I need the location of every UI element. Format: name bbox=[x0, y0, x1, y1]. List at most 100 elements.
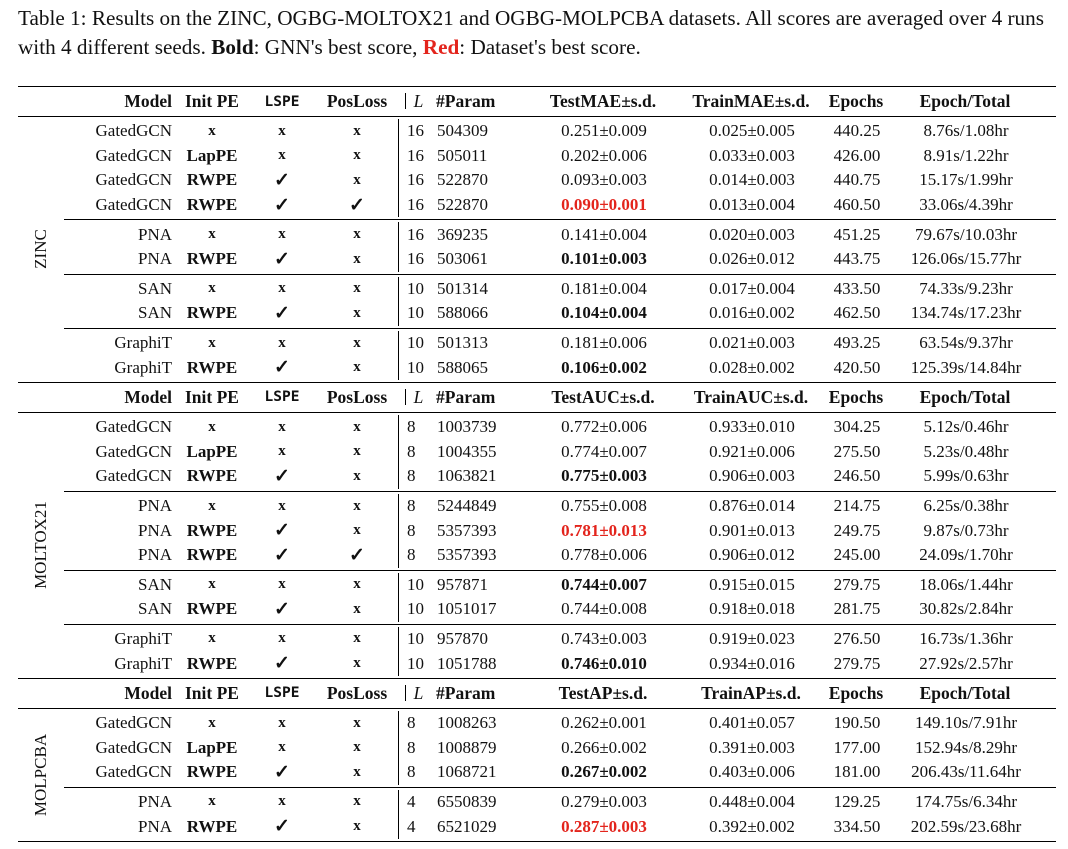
dataset-label: ZINC bbox=[18, 117, 64, 382]
cell-posloss: x bbox=[353, 334, 361, 351]
cell-lspe: ✓ bbox=[274, 169, 290, 191]
cell-epochs: 214.75 bbox=[833, 496, 881, 516]
cell-lspe: x bbox=[278, 739, 286, 756]
cell-lspe: x bbox=[278, 497, 286, 514]
cell-posloss: x bbox=[353, 818, 361, 835]
cell-epoch-total: 202.59s/23.68hr bbox=[910, 816, 1022, 836]
cell-epochs: 440.75 bbox=[833, 170, 881, 190]
cell-model: GatedGCN bbox=[95, 195, 172, 215]
cell-lspe: x bbox=[278, 714, 286, 731]
cell-param: 501314 bbox=[437, 278, 488, 298]
cell-model: GraphiT bbox=[114, 333, 172, 353]
cell-model: GatedGCN bbox=[95, 145, 172, 165]
cell-train-score: 0.915±0.015 bbox=[709, 574, 795, 594]
cell-test-score: 0.202±0.006 bbox=[561, 145, 647, 165]
cell-epochs: 426.00 bbox=[833, 145, 881, 165]
cell-lspe: ✓ bbox=[274, 816, 290, 838]
table-row: PNA RWPE ✓ x 4 6521029 0.287±0.003 0.392±0.002 3… bbox=[64, 814, 1056, 839]
cell-init-pe: x bbox=[208, 226, 216, 243]
cell-init-pe: RWPE bbox=[186, 520, 238, 540]
column-divider bbox=[404, 684, 406, 701]
table-row: GatedGCN RWPE ✓ x 8 1063821 0.775±0.003 0.906±0… bbox=[64, 464, 1056, 489]
cell-model: PNA bbox=[137, 545, 172, 565]
cell-test-score: 0.090±0.001 bbox=[561, 195, 647, 215]
table-row: GatedGCN RWPE ✓ x 16 522870 0.093±0.003 0.014±0… bbox=[64, 168, 1056, 193]
cell-L: 8 bbox=[398, 710, 431, 736]
cell-param: 504309 bbox=[437, 121, 488, 141]
cell-model: SAN bbox=[137, 574, 172, 594]
header-L: L bbox=[413, 386, 424, 407]
model-group: GatedGCN x x x 16 504309 0.251±0.009 0.025±0.00… bbox=[64, 117, 1056, 219]
cell-lspe: x bbox=[278, 122, 286, 139]
cell-epochs: 190.50 bbox=[833, 713, 881, 733]
cell-param: 1008263 bbox=[437, 713, 497, 733]
cell-model: PNA bbox=[137, 520, 172, 540]
header-init-pe: Init PE bbox=[185, 682, 239, 703]
cell-L: 10 bbox=[398, 276, 431, 302]
cell-epochs: 443.75 bbox=[833, 249, 881, 269]
cell-L: 8 bbox=[398, 735, 431, 761]
cell-init-pe: LapPE bbox=[186, 737, 238, 757]
table-row: GatedGCN x x x 8 1003739 0.772±0.006 0.933±0.01… bbox=[64, 414, 1056, 440]
cell-model: SAN bbox=[137, 303, 172, 323]
cell-init-pe: x bbox=[208, 576, 216, 593]
row-groups: GatedGCN x x x 8 1003739 0.772±0.006 0.933±0.01… bbox=[64, 413, 1056, 678]
model-group: PNA x x x 4 6550839 0.279±0.003 0.448±0.004 129.… bbox=[64, 786, 1056, 841]
dataset-section: MOLTOX21 GatedGCN x x x 8 1003739 0.772±0.006 0.… bbox=[18, 413, 1056, 678]
cell-init-pe: RWPE bbox=[186, 357, 238, 377]
cell-model: PNA bbox=[137, 496, 172, 516]
caption-bold-desc: : GNN's best score, bbox=[253, 35, 423, 59]
table-row: GraphiT RWPE ✓ x 10 1051788 0.746±0.010 0.934±0… bbox=[64, 651, 1056, 676]
cell-epoch-total: 8.91s/1.22hr bbox=[923, 145, 1009, 165]
cell-epoch-total: 79.67s/10.03hr bbox=[915, 224, 1017, 244]
table-row: SAN RWPE ✓ x 10 588066 0.104±0.004 0.016±0.002 4… bbox=[64, 301, 1056, 326]
cell-param: 588065 bbox=[437, 357, 488, 377]
cell-epochs: 334.50 bbox=[833, 816, 881, 836]
cell-epochs: 129.25 bbox=[833, 791, 881, 811]
cell-param: 957870 bbox=[437, 628, 488, 648]
cell-epoch-total: 16.73s/1.36hr bbox=[919, 628, 1013, 648]
cell-L: 10 bbox=[398, 572, 431, 598]
header-lspe: LSPE bbox=[264, 389, 300, 406]
cell-epochs: 246.50 bbox=[833, 466, 881, 486]
cell-param: 505011 bbox=[437, 145, 488, 165]
cell-train-score: 0.919±0.023 bbox=[709, 628, 795, 648]
header-train: TrainAUC±s.d. bbox=[693, 386, 809, 407]
cell-lspe: ✓ bbox=[274, 302, 290, 324]
dataset-name: MOLTOX21 bbox=[31, 501, 50, 590]
cell-epochs: 420.50 bbox=[833, 357, 881, 377]
cell-model: GraphiT bbox=[114, 357, 172, 377]
header-param: #Param bbox=[436, 386, 496, 407]
cell-test-score: 0.093±0.003 bbox=[561, 170, 647, 190]
cell-param: 1004355 bbox=[437, 441, 497, 461]
table-row: GraphiT x x x 10 957870 0.743±0.003 0.919±0.023… bbox=[64, 626, 1056, 652]
cell-posloss: x bbox=[353, 250, 361, 267]
cell-epoch-total: 6.25s/0.38hr bbox=[923, 496, 1009, 516]
cell-train-score: 0.401±0.057 bbox=[709, 713, 795, 733]
cell-init-pe: x bbox=[208, 334, 216, 351]
header-L: L bbox=[413, 682, 424, 703]
dataset-name: ZINC bbox=[31, 229, 50, 270]
table-row: SAN x x x 10 501314 0.181±0.004 0.017±0.004 433.… bbox=[64, 276, 1056, 302]
header-epoch-total: Epoch/Total bbox=[919, 91, 1011, 111]
cell-model: GraphiT bbox=[114, 653, 172, 673]
cell-init-pe: x bbox=[208, 714, 216, 731]
cell-param: 1051017 bbox=[437, 599, 497, 619]
caption-red-desc: : Dataset's best score. bbox=[459, 35, 641, 59]
cell-posloss: x bbox=[353, 793, 361, 810]
cell-init-pe: RWPE bbox=[186, 195, 238, 215]
cell-train-score: 0.391±0.003 bbox=[709, 737, 795, 757]
cell-init-pe: RWPE bbox=[186, 170, 238, 190]
cell-param: 6521029 bbox=[437, 816, 497, 836]
cell-train-score: 0.876±0.014 bbox=[709, 496, 795, 516]
header-epoch-total: Epoch/Total bbox=[919, 386, 1011, 407]
cell-L: 16 bbox=[398, 143, 431, 169]
cell-lspe: ✓ bbox=[274, 248, 290, 270]
cell-test-score: 0.141±0.004 bbox=[561, 224, 647, 244]
cell-posloss: x bbox=[353, 359, 361, 376]
cell-model: PNA bbox=[137, 224, 172, 244]
cell-init-pe: RWPE bbox=[186, 599, 238, 619]
cell-L: 16 bbox=[398, 168, 431, 193]
table-row: GatedGCN LapPE x x 8 1004355 0.774±0.007 0.921±… bbox=[64, 439, 1056, 465]
cell-epoch-total: 74.33s/9.23hr bbox=[919, 278, 1013, 298]
